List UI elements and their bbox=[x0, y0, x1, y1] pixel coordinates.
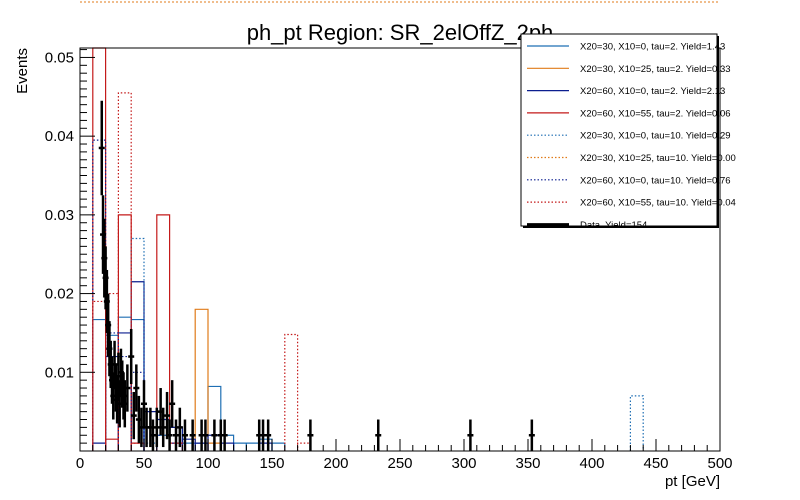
data-point bbox=[265, 419, 272, 451]
legend-entry: X20=60, X10=55, tau=2. Yield=0.06 bbox=[527, 108, 731, 119]
legend-box bbox=[520, 33, 718, 227]
histogram-bin bbox=[92, 139, 107, 451]
histogram-bin bbox=[194, 308, 209, 451]
data-point bbox=[149, 419, 156, 451]
axes-layer: 0 50 100 150 200 250 300 350 400 450 500 0.01 0.02 0.… bbox=[45, 49, 733, 472]
histogram-bin bbox=[92, 300, 107, 451]
histogram-bin bbox=[117, 92, 132, 451]
data-point bbox=[189, 419, 196, 451]
data-point bbox=[153, 407, 160, 448]
data-point bbox=[528, 419, 535, 451]
legend-entry: X20=30, X10=0, tau=10. Yield=0.29 bbox=[527, 131, 731, 142]
data-point bbox=[260, 419, 267, 451]
x-tick-label: 300 bbox=[451, 455, 476, 472]
data-point bbox=[202, 419, 209, 451]
y-tick-label: 0.04 bbox=[45, 128, 74, 145]
data-point bbox=[169, 380, 176, 428]
data-point bbox=[211, 419, 218, 451]
data-point bbox=[164, 391, 171, 440]
legend-entry: X20=60, X10=0, tau=10. Yield=0.76 bbox=[527, 175, 731, 186]
x-tick-label: 0 bbox=[76, 455, 84, 472]
x-tick-label: 150 bbox=[259, 455, 284, 472]
x-tick-label: 450 bbox=[643, 455, 668, 472]
data-point bbox=[141, 380, 147, 428]
legend-entry: X20=30, X10=25, tau=10. Yield=0.00 bbox=[527, 153, 736, 164]
x-tick-label: 400 bbox=[579, 455, 604, 472]
legend-label: X20=30, X10=0, tau=2. Yield=1.43 bbox=[580, 42, 725, 53]
y-axis-label: Events bbox=[14, 48, 31, 94]
data-point bbox=[173, 419, 179, 451]
chart-title: ph_pt Region: SR_2elOffZ_2ph bbox=[247, 20, 554, 45]
data-point bbox=[98, 100, 105, 196]
histogram-bin bbox=[284, 333, 299, 451]
x-tick-label: 50 bbox=[136, 455, 153, 472]
x-tick-label: 500 bbox=[707, 455, 732, 472]
y-tick-label: 0.01 bbox=[45, 364, 74, 381]
x-axis-label: pt [GeV] bbox=[665, 473, 720, 490]
legend-entry: Data. Yield=154 bbox=[527, 220, 647, 231]
data-point bbox=[467, 419, 474, 451]
x-tick-label: 200 bbox=[323, 455, 348, 472]
histogram-bin bbox=[629, 395, 644, 451]
data-point bbox=[375, 419, 382, 451]
data-point bbox=[221, 419, 228, 451]
data-point bbox=[130, 391, 137, 440]
legend-label: Data. Yield=154 bbox=[580, 220, 647, 231]
y-tick-label: 0.02 bbox=[45, 286, 74, 303]
legend: X20=30, X10=0, tau=2. Yield=1.43 X20=30, … bbox=[520, 33, 736, 231]
legend-entry: X20=60, X10=0, tau=2. Yield=2.13 bbox=[527, 86, 725, 97]
data-point bbox=[133, 364, 140, 412]
legend-label: X20=60, X10=55, tau=10. Yield=0.04 bbox=[580, 198, 736, 209]
data-point bbox=[128, 328, 135, 385]
data-point bbox=[181, 419, 188, 451]
y-tick-label: 0.03 bbox=[45, 207, 74, 224]
legend-label: X20=60, X10=55, tau=2. Yield=0.06 bbox=[580, 108, 731, 119]
legend-label: X20=30, X10=25, tau=2. Yield=0.33 bbox=[580, 64, 731, 75]
histogram-bin bbox=[156, 214, 171, 451]
legend-entry: X20=60, X10=55, tau=10. Yield=0.04 bbox=[527, 198, 736, 209]
legend-label: X20=60, X10=0, tau=2. Yield=2.13 bbox=[580, 86, 725, 97]
y-tick-label: 0.05 bbox=[45, 49, 74, 66]
legend-entry: X20=30, X10=25, tau=2. Yield=0.33 bbox=[527, 64, 731, 75]
x-tick-label: 100 bbox=[195, 455, 220, 472]
data-point bbox=[160, 407, 167, 448]
legend-label: X20=60, X10=0, tau=10. Yield=0.76 bbox=[580, 175, 731, 186]
data-point bbox=[176, 407, 183, 448]
legend-label: X20=30, X10=25, tau=10. Yield=0.00 bbox=[580, 153, 736, 164]
x-tick-label: 350 bbox=[515, 455, 540, 472]
legend-label: X20=30, X10=0, tau=10. Yield=0.29 bbox=[580, 131, 731, 142]
x-tick-label: 250 bbox=[387, 455, 412, 472]
legend-entry: X20=30, X10=0, tau=2. Yield=1.43 bbox=[527, 42, 725, 53]
data-point bbox=[124, 364, 131, 412]
histogram-bin bbox=[117, 355, 132, 451]
